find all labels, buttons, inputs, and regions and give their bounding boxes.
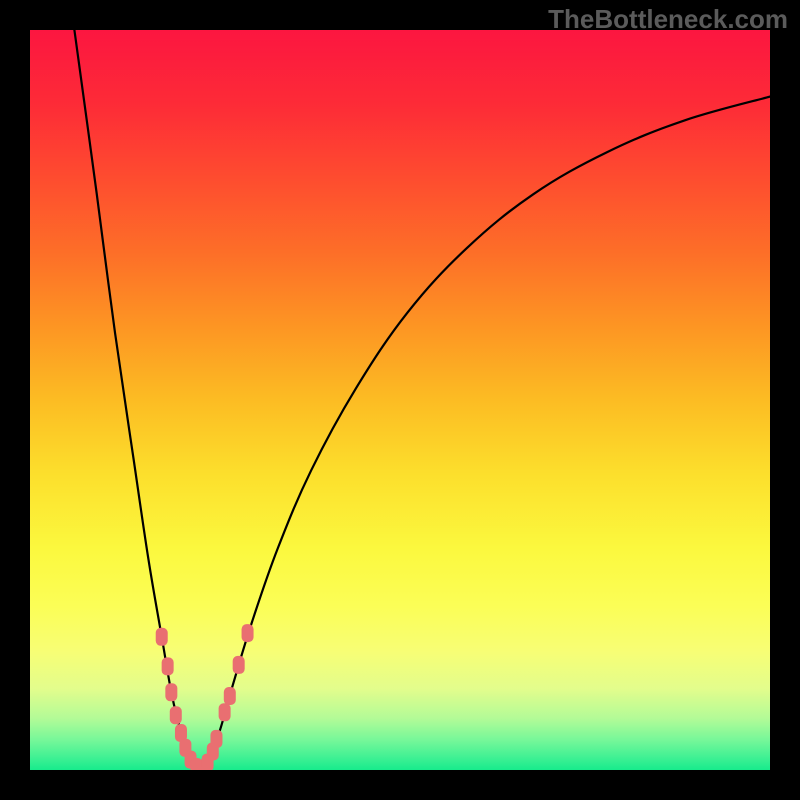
data-marker bbox=[219, 703, 231, 721]
chart-stage: TheBottleneck.com bbox=[0, 0, 800, 800]
data-marker bbox=[233, 656, 245, 674]
data-marker bbox=[210, 730, 222, 748]
data-marker bbox=[162, 657, 174, 675]
data-marker bbox=[224, 687, 236, 705]
curve-layer bbox=[0, 0, 800, 800]
bottleneck-curve bbox=[74, 30, 770, 770]
data-marker bbox=[165, 683, 177, 701]
data-marker bbox=[170, 706, 182, 724]
watermark-text: TheBottleneck.com bbox=[548, 4, 788, 35]
data-marker bbox=[156, 628, 168, 646]
data-markers bbox=[156, 624, 254, 777]
data-marker bbox=[242, 624, 254, 642]
